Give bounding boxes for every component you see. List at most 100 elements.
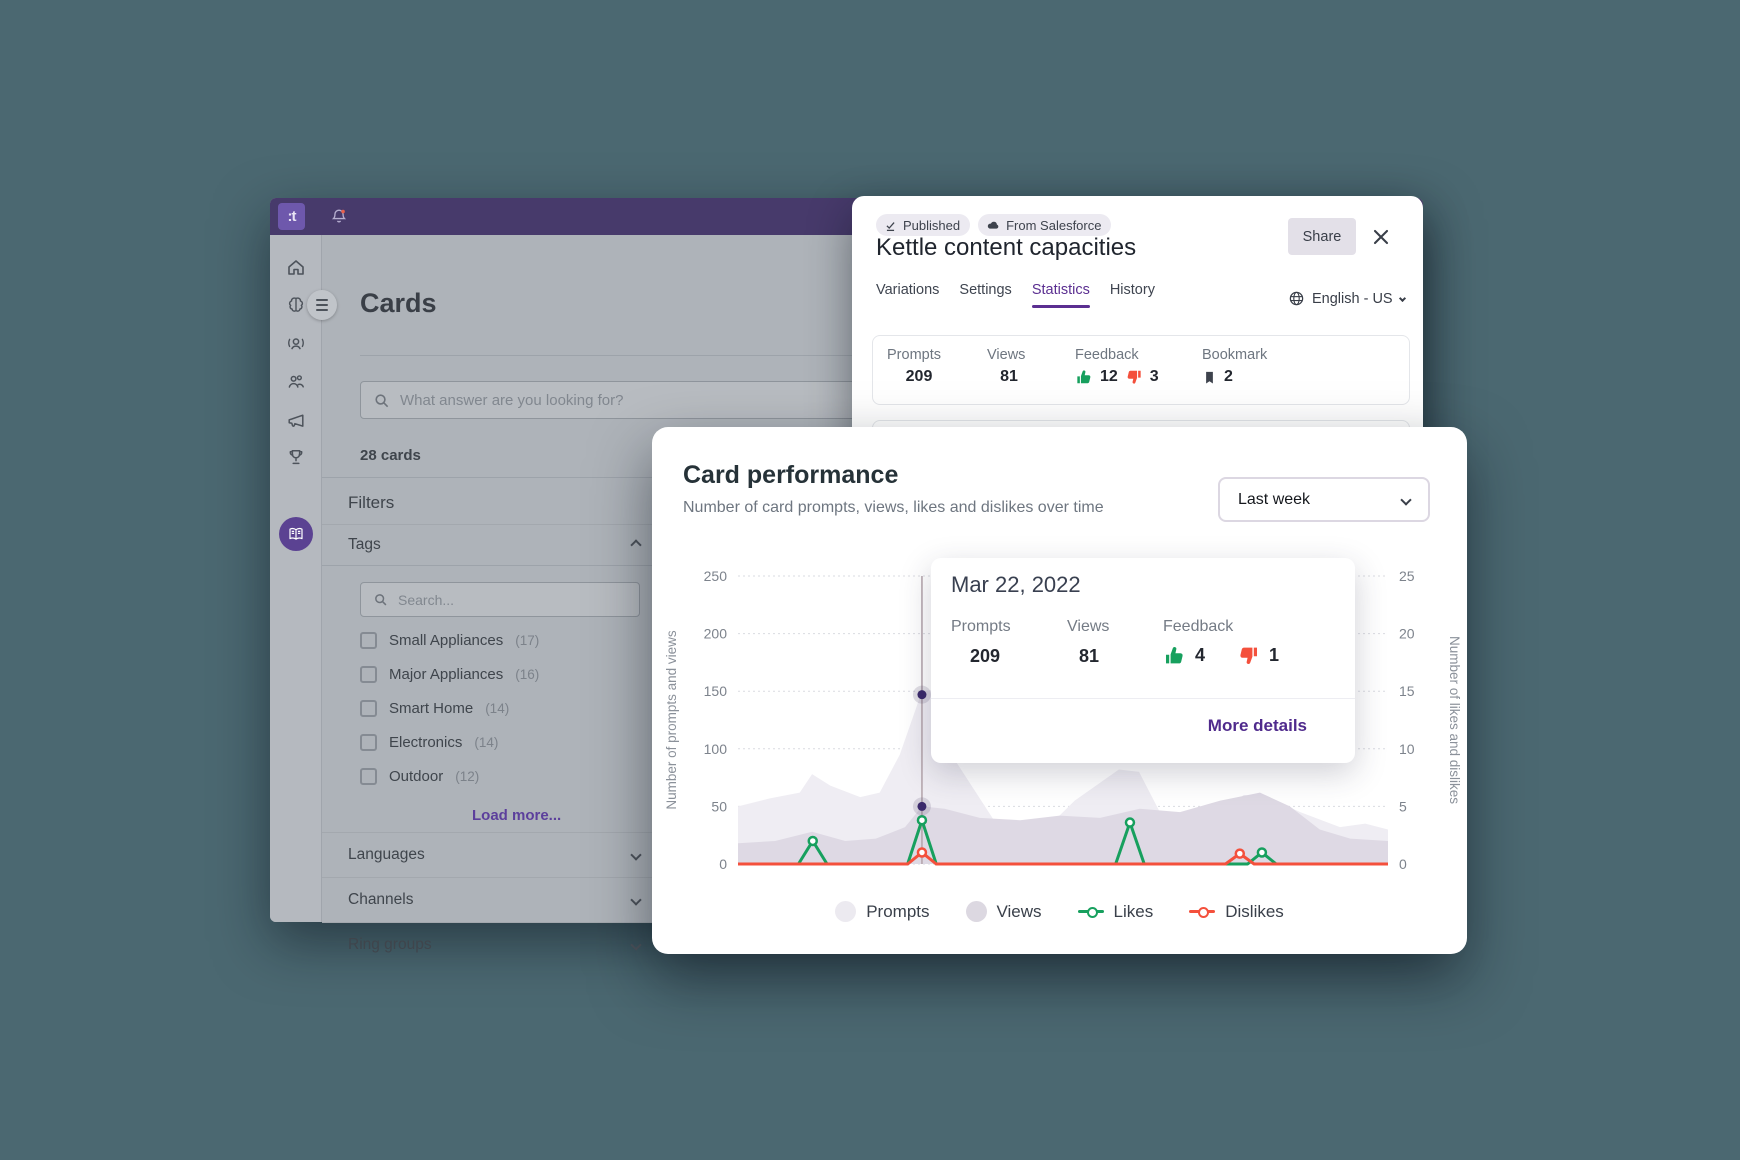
- thumbs-down-icon: [1240, 647, 1258, 664]
- share-button[interactable]: Share: [1288, 218, 1356, 255]
- prompts-swatch: [835, 901, 857, 922]
- performance-chart: 0 0 50 5 100 10 150 15 200 20 250 25 Number of promp…: [664, 568, 1462, 872]
- tag-filter-row[interactable]: Outdoor (12): [360, 768, 479, 785]
- tooltip-feedback: 4 1: [1163, 644, 1279, 667]
- search-placeholder: Search...: [398, 591, 455, 608]
- sidebar-item-announcements-icon[interactable]: [286, 409, 306, 429]
- svg-text:Number of prompts and views: Number of prompts and views: [664, 630, 679, 810]
- svg-text:25: 25: [1399, 568, 1415, 584]
- thumbs-up-icon: [1077, 370, 1091, 384]
- chevron-down-icon: [1400, 493, 1412, 506]
- sidebar-item-cards-active[interactable]: [279, 517, 313, 551]
- stat-feedback: Feedback 12 3: [1075, 347, 1159, 385]
- chart-tooltip: Mar 22, 2022 Prompts Views Feedback 209 …: [931, 558, 1355, 763]
- cloud-icon: [987, 221, 999, 229]
- thumbs-up-icon: [1165, 647, 1183, 664]
- chevron-down-icon: [630, 894, 642, 906]
- chart-subtitle: Number of card prompts, views, likes and…: [683, 499, 1104, 516]
- notifications-bell-icon[interactable]: [330, 207, 348, 226]
- tags-section-label: Tags: [348, 536, 381, 553]
- checkbox[interactable]: [360, 632, 377, 649]
- svg-text:100: 100: [704, 741, 728, 757]
- chevron-down-icon: [630, 849, 642, 861]
- close-icon: [1373, 229, 1389, 245]
- filters-heading: Filters: [348, 493, 395, 512]
- tab-statistics[interactable]: Statistics: [1031, 282, 1090, 308]
- language-selector[interactable]: English - US: [1288, 290, 1406, 307]
- svg-text:15: 15: [1399, 683, 1415, 699]
- tag-filter-row[interactable]: Major Appliances (16): [360, 666, 539, 683]
- legend-prompts: Prompts: [835, 901, 930, 922]
- app-logo[interactable]: :t: [278, 203, 305, 230]
- views-swatch: [965, 901, 987, 922]
- sidebar-toggle-button[interactable]: [307, 290, 337, 320]
- bookmark-icon: [1206, 371, 1213, 383]
- divider: [931, 698, 1355, 699]
- status-badges: Published From Salesforce: [876, 214, 1112, 236]
- sidebar-item-agent-icon[interactable]: [286, 333, 306, 353]
- svg-text:20: 20: [1399, 626, 1415, 642]
- svg-text:10: 10: [1399, 741, 1415, 757]
- card-performance-panel: Card performance Number of card prompts,…: [652, 427, 1467, 954]
- svg-text:0: 0: [719, 856, 727, 872]
- published-badge: Published: [876, 214, 971, 236]
- chart-legend: Prompts Views Likes Dislikes: [652, 901, 1467, 922]
- page-title: Cards: [360, 288, 437, 318]
- stat-views: Views 81: [987, 347, 1026, 385]
- publish-check-icon: [886, 221, 895, 231]
- checkbox[interactable]: [360, 734, 377, 751]
- svg-text:50: 50: [711, 798, 727, 814]
- sidebar: [270, 235, 322, 922]
- chevron-up-icon: [630, 539, 642, 551]
- range-value: Last week: [1238, 490, 1311, 508]
- load-more-link[interactable]: Load more...: [472, 807, 562, 824]
- chevron-down-icon: [630, 939, 642, 951]
- checkbox[interactable]: [360, 768, 377, 785]
- sidebar-item-home-icon[interactable]: [286, 257, 306, 277]
- close-button[interactable]: [1365, 221, 1397, 253]
- search-placeholder: What answer are you looking for?: [400, 391, 624, 409]
- tag-filter-row[interactable]: Small Appliances (17): [360, 632, 539, 649]
- thumbs-down-icon: [1127, 370, 1141, 384]
- chevron-down-icon: [1398, 294, 1406, 303]
- dislikes-swatch: [1189, 907, 1216, 918]
- source-badge: From Salesforce: [978, 214, 1112, 236]
- tag-filter-row[interactable]: Electronics (14): [360, 734, 498, 751]
- tab-variations[interactable]: Variations: [876, 282, 940, 298]
- sidebar-item-trophy-icon[interactable]: [286, 447, 306, 467]
- tag-filter-row[interactable]: Smart Home (14): [360, 700, 509, 717]
- tab-history[interactable]: History: [1109, 282, 1155, 298]
- search-icon: [375, 594, 387, 606]
- card-title: Kettle content capacities: [876, 234, 1137, 261]
- legend-likes: Likes: [1077, 902, 1153, 922]
- details-tabs: Variations Settings Statistics History: [876, 282, 1155, 308]
- likes-swatch: [1077, 907, 1104, 918]
- cards-count: 28 cards: [360, 447, 421, 464]
- svg-text:250: 250: [704, 568, 728, 584]
- svg-text:Number of likes and dislikes: Number of likes and dislikes: [1447, 636, 1462, 804]
- app-logo-text: :t: [287, 208, 297, 225]
- svg-text:150: 150: [704, 683, 728, 699]
- sidebar-item-ai-brain-icon[interactable]: [286, 295, 306, 315]
- tab-settings[interactable]: Settings: [959, 282, 1012, 298]
- checkbox[interactable]: [360, 666, 377, 683]
- date-range-select[interactable]: Last week: [1218, 477, 1430, 522]
- sidebar-item-users-icon[interactable]: [286, 371, 306, 391]
- card-stats-summary: Prompts 209 Views 81 Feedback 12 3 Bookm…: [872, 335, 1410, 405]
- chart-title: Card performance: [683, 461, 899, 489]
- stat-bookmark: Bookmark 2: [1202, 347, 1268, 385]
- globe-icon: [1289, 291, 1304, 306]
- svg-text:5: 5: [1399, 798, 1407, 814]
- tooltip-date: Mar 22, 2022: [951, 572, 1081, 597]
- legend-views: Views: [965, 901, 1042, 922]
- open-book-icon: [289, 527, 303, 540]
- svg-text:200: 200: [704, 626, 728, 642]
- language-label: English - US: [1312, 290, 1393, 307]
- search-icon: [375, 393, 389, 407]
- svg-text:0: 0: [1399, 856, 1407, 872]
- stat-prompts: Prompts 209: [887, 347, 941, 385]
- checkbox[interactable]: [360, 700, 377, 717]
- more-details-link[interactable]: More details: [1207, 716, 1307, 735]
- tags-search-input[interactable]: Search...: [360, 582, 640, 617]
